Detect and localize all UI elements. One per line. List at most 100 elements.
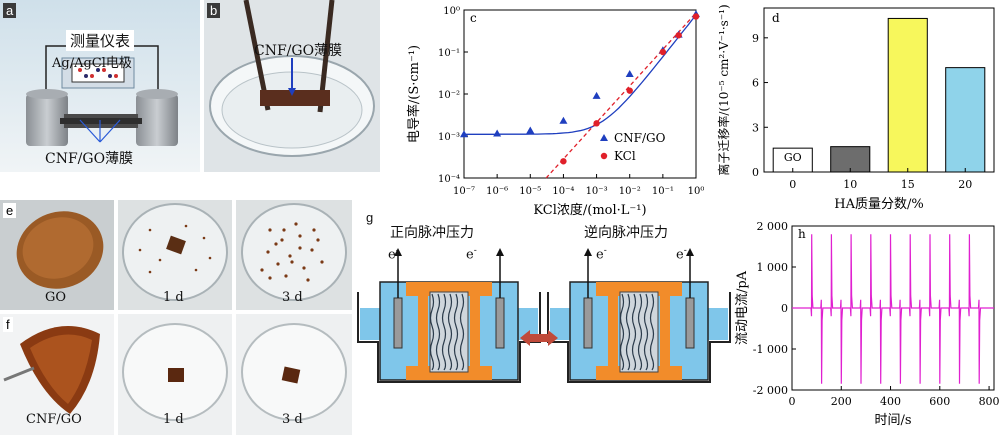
membrane-channel	[429, 293, 435, 371]
panel-f: f CNF/GO 1 d 3 d	[0, 314, 352, 435]
membrane-channel	[649, 293, 655, 371]
membrane-channel	[619, 293, 625, 371]
y-axis-label: 电导率/(S·cm⁻¹)	[406, 45, 422, 143]
seal-top	[596, 282, 682, 296]
panel-g: g 正向脉冲压力 逆向脉冲压力 e- e- e- e-	[352, 212, 732, 435]
debris-particle	[312, 228, 316, 232]
seal-right	[470, 282, 480, 380]
debris-particle	[302, 266, 306, 270]
cnf-go-point	[526, 126, 535, 134]
cnf-go-piece-1d	[168, 368, 184, 382]
debris-particle	[298, 246, 302, 250]
cnf-go-point	[460, 130, 468, 138]
debris-particle	[316, 238, 320, 242]
membrane-channel	[643, 293, 649, 371]
label-3d: 3 d	[282, 290, 303, 305]
bar	[945, 67, 986, 173]
kcl-fit-line	[545, 12, 697, 179]
seal-right	[660, 282, 670, 380]
x-tick-label: 0	[789, 178, 796, 191]
y-tick-label: 10⁻⁴	[438, 174, 460, 185]
x-tick-label: 10⁻⁶	[486, 186, 508, 197]
kcl-point	[560, 158, 567, 165]
kcl-point	[675, 32, 682, 39]
cnf-go-point	[493, 129, 502, 137]
seal-left	[418, 282, 428, 380]
label-3d: 3 d	[282, 412, 303, 427]
bar-annotation: GO	[784, 151, 802, 164]
x-tick-label: 10⁻⁷	[453, 186, 475, 197]
legend-label-cnf-go: CNF/GO	[614, 131, 666, 145]
x-tick-label: 0	[789, 395, 796, 408]
panel-tag: a	[3, 3, 17, 18]
x-tick-label: 10⁻⁵	[519, 186, 541, 197]
panel-tag: g	[366, 212, 374, 225]
arrow-up-icon	[394, 248, 402, 256]
debris-particle	[288, 254, 292, 258]
kcl-point	[626, 87, 633, 94]
cnf-go-piece-3d	[281, 366, 301, 384]
membrane-channel	[453, 293, 459, 371]
y-tick-label: 10⁻³	[438, 132, 460, 143]
membrane-channel	[631, 293, 637, 371]
x-tick-label: 800	[979, 395, 1000, 408]
panel-e-photos	[0, 200, 352, 310]
debris-particle	[306, 278, 310, 282]
membrane-channel	[459, 293, 465, 371]
debris-particle	[276, 262, 280, 266]
debris-particle	[184, 224, 188, 228]
x-tick-label: 10	[843, 178, 857, 191]
chart-d: 0 3 6 9 0 10 15 20 GO HA质量分数/% 离子迁移率/(10⁻⁵ cm²·V⁻¹…	[716, 4, 995, 212]
x-tick-label: 10⁰	[688, 186, 704, 197]
membrane-channel	[637, 293, 643, 371]
debris-particle	[266, 250, 270, 254]
electrode-label: Ag/AgCl电极	[52, 56, 132, 71]
debris-particle	[310, 248, 314, 252]
double-arrow-shape	[520, 330, 558, 346]
debris-particle	[280, 238, 284, 242]
panel-a-illustration	[0, 0, 200, 172]
y-tick-label: 2 000	[757, 220, 789, 233]
container-left	[26, 94, 68, 146]
panel-a: a 测量仪表 Ag/AgCl电极 CNF/GO薄膜	[0, 0, 200, 172]
debris-particle	[208, 256, 212, 260]
electron-label: e-	[676, 246, 687, 263]
cnf-go-point	[592, 91, 601, 99]
y-tick-label: 10⁻²	[438, 90, 460, 101]
electron-label: e-	[466, 246, 477, 263]
electrochemical-cell	[547, 248, 731, 383]
panel-tag: d	[772, 11, 780, 25]
arrow-up-icon	[686, 248, 694, 256]
x-tick-label: 10⁻³	[586, 186, 608, 197]
panel-f-photos	[0, 314, 352, 435]
y-tick-label: 9	[752, 32, 759, 45]
chart-h: 0 200 400 600 800 2 000 1 000 0 -1 000 -2 000 时间/s…	[735, 220, 1000, 428]
electron-label: e-	[388, 246, 399, 263]
seal-bottom	[596, 366, 682, 380]
double-arrow-icon	[520, 330, 558, 346]
arrow-up-icon	[584, 248, 592, 256]
x-axis-label: 时间/s	[874, 413, 911, 428]
label-cnf-go: CNF/GO	[26, 412, 82, 427]
debris-particle	[138, 248, 142, 252]
debris-particle	[148, 228, 152, 232]
x-tick-label: 10⁻⁴	[552, 186, 574, 197]
x-tick-label: 10⁻²	[619, 186, 641, 197]
panel-h: 0 200 400 600 800 2 000 1 000 0 -1 000 -2 000 时间/s…	[732, 212, 1000, 435]
x-tick-label: 600	[929, 395, 950, 408]
panel-b-photo	[204, 0, 380, 172]
y-axis-label: 流动电流/pA	[735, 270, 750, 345]
debris-particle	[320, 260, 324, 264]
y-axis-label: 离子迁移率/(10⁻⁵ cm²·V⁻¹·s⁻¹)	[716, 4, 731, 175]
y-tick-label: 0	[752, 166, 759, 179]
x-axis-label: KCl浓度/(mol·L⁻¹)	[533, 202, 646, 218]
membrane-channel	[447, 293, 453, 371]
membrane-channel	[435, 293, 441, 371]
x-tick-label: 200	[831, 395, 852, 408]
debris-particle	[194, 268, 198, 272]
panel-tag: e	[3, 203, 17, 218]
plot-frame	[463, 9, 697, 179]
cnf-go-point	[559, 116, 568, 124]
y-tick-label: -2 000	[753, 384, 788, 397]
debris-particle	[268, 228, 272, 232]
